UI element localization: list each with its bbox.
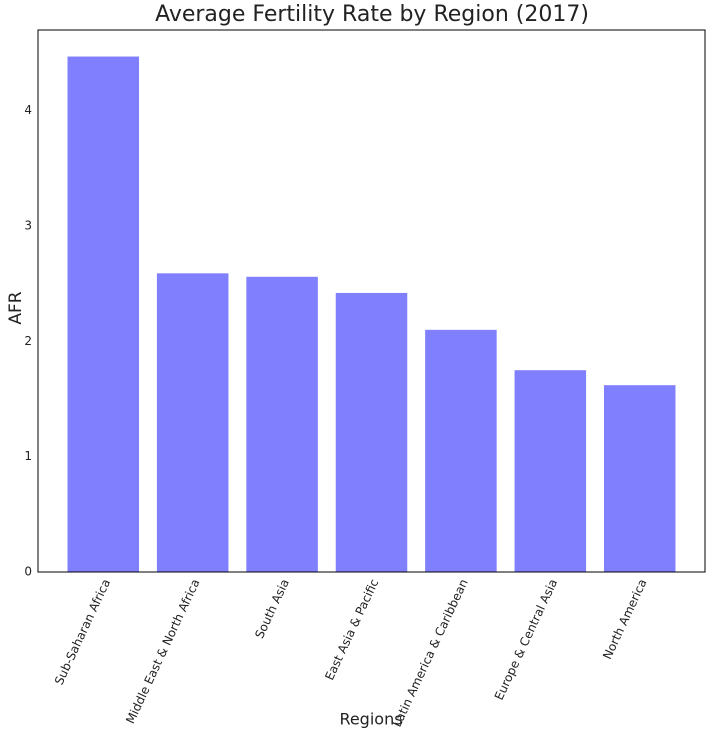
- y-tick-label: 1: [24, 449, 32, 463]
- bar: [67, 56, 140, 573]
- x-tick-label: Middle East & North Africa: [123, 577, 202, 726]
- y-tick-label: 2: [24, 334, 32, 348]
- x-tick-label: Sub-Saharan Africa: [52, 577, 113, 687]
- x-tick-label: East Asia & Pacific: [322, 577, 381, 683]
- bar: [156, 273, 229, 572]
- bar: [425, 329, 497, 572]
- y-tick-label: 0: [24, 565, 32, 579]
- bar: [603, 385, 676, 572]
- chart-title: Average Fertility Rate by Region (2017): [155, 2, 589, 27]
- y-tick-label: 4: [24, 103, 32, 117]
- bar: [246, 276, 318, 572]
- bar: [514, 370, 587, 572]
- plot-frame: [37, 29, 706, 573]
- x-tick-label: North America: [600, 577, 649, 662]
- x-tick-label: South Asia: [252, 577, 292, 641]
- x-tick-label: Europe & Central Asia: [492, 577, 560, 702]
- y-axis-label: AFR: [6, 291, 26, 324]
- bar: [335, 292, 408, 572]
- x-tick-label: Latin America & Caribbean: [390, 577, 471, 729]
- x-axis-label: Regions: [339, 710, 402, 729]
- y-tick-label: 3: [24, 219, 32, 233]
